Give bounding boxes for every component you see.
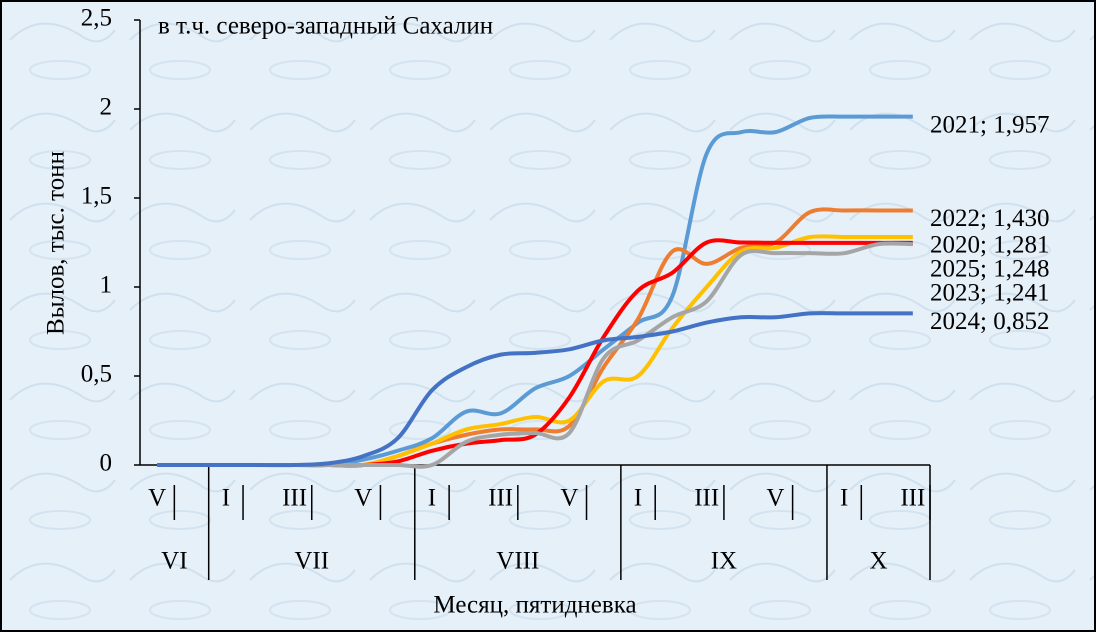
end-label: 2024; 0,852 — [930, 308, 1049, 335]
x-tick-label: I — [222, 485, 230, 512]
x-tick-label: I — [634, 485, 642, 512]
x-group-label: VIII — [496, 548, 539, 575]
x-tick-label: V — [148, 485, 166, 512]
x-tick-label: I — [840, 485, 848, 512]
end-label: 2023; 1,241 — [930, 280, 1049, 307]
x-axis-label: Месяц, пятидневка — [433, 592, 636, 619]
y-tick-label: 2,5 — [81, 5, 112, 32]
chart-title: в т.ч. северо-западный Сахалин — [158, 13, 493, 40]
x-tick-label: III — [488, 485, 513, 512]
x-tick-label: III — [900, 485, 925, 512]
x-tick-label: III — [282, 485, 307, 512]
x-tick-label: V — [354, 485, 372, 512]
y-tick-label: 0,5 — [81, 361, 112, 388]
x-group-label: IX — [711, 548, 737, 575]
y-tick-label: 1 — [100, 272, 113, 299]
x-group-label: VII — [294, 548, 329, 575]
end-label: 2025; 1,248 — [930, 256, 1049, 283]
y-tick-label: 1,5 — [81, 183, 112, 210]
end-label: 2022; 1,430 — [930, 205, 1049, 232]
x-group-label: VI — [161, 548, 187, 575]
x-tick-label: V — [560, 485, 578, 512]
y-tick-label: 0 — [100, 450, 113, 477]
series-line — [157, 311, 913, 468]
x-group-label: X — [869, 548, 887, 575]
end-label: 2020; 1,281 — [930, 232, 1049, 259]
y-axis-label: Вылов, тыс. тонн — [43, 151, 70, 335]
x-tick-label: I — [428, 485, 436, 512]
x-tick-label: III — [694, 485, 719, 512]
x-tick-label: V — [766, 485, 784, 512]
end-label: 2021; 1,957 — [930, 111, 1049, 138]
y-tick-label: 2 — [100, 94, 113, 121]
